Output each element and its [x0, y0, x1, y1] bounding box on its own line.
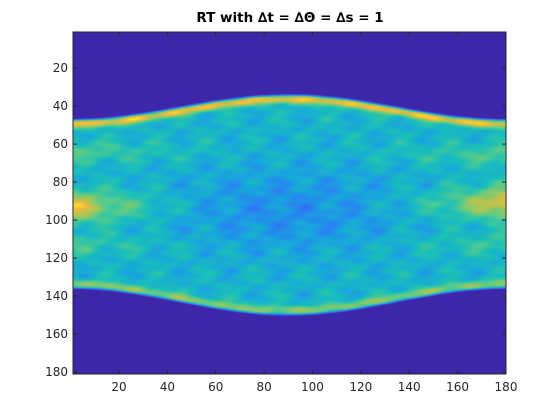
x-tick-label: 120	[349, 380, 372, 394]
plot-area-container	[73, 32, 506, 374]
heatmap-image	[73, 32, 506, 374]
x-tick-label: 100	[301, 380, 324, 394]
y-tick-label: 60	[53, 137, 68, 151]
x-tick-label: 40	[160, 380, 175, 394]
x-axis-ticks: 20 40 60 80 100 120 140 160 180	[111, 32, 517, 394]
y-tick-label: 120	[45, 251, 68, 265]
x-tick-label: 80	[256, 380, 271, 394]
y-tick-label: 180	[45, 365, 68, 379]
x-tick-label: 140	[398, 380, 421, 394]
y-tick-label: 100	[45, 213, 68, 227]
y-tick-label: 160	[45, 327, 68, 341]
x-tick-label: 160	[446, 380, 469, 394]
x-tick-label: 60	[208, 380, 223, 394]
y-tick-label: 40	[53, 99, 68, 113]
chart-title: RT with ∆t = ∆Θ = ∆s = 1	[196, 10, 383, 26]
y-tick-label: 80	[53, 175, 68, 189]
plot-frame	[72, 31, 507, 375]
x-tick-label: 180	[495, 380, 518, 394]
x-tick-label: 20	[111, 380, 126, 394]
y-axis-ticks: 20 40 60 80 100 120 140 160 180	[45, 61, 506, 379]
y-tick-label: 20	[53, 61, 68, 75]
y-tick-label: 140	[45, 289, 68, 303]
